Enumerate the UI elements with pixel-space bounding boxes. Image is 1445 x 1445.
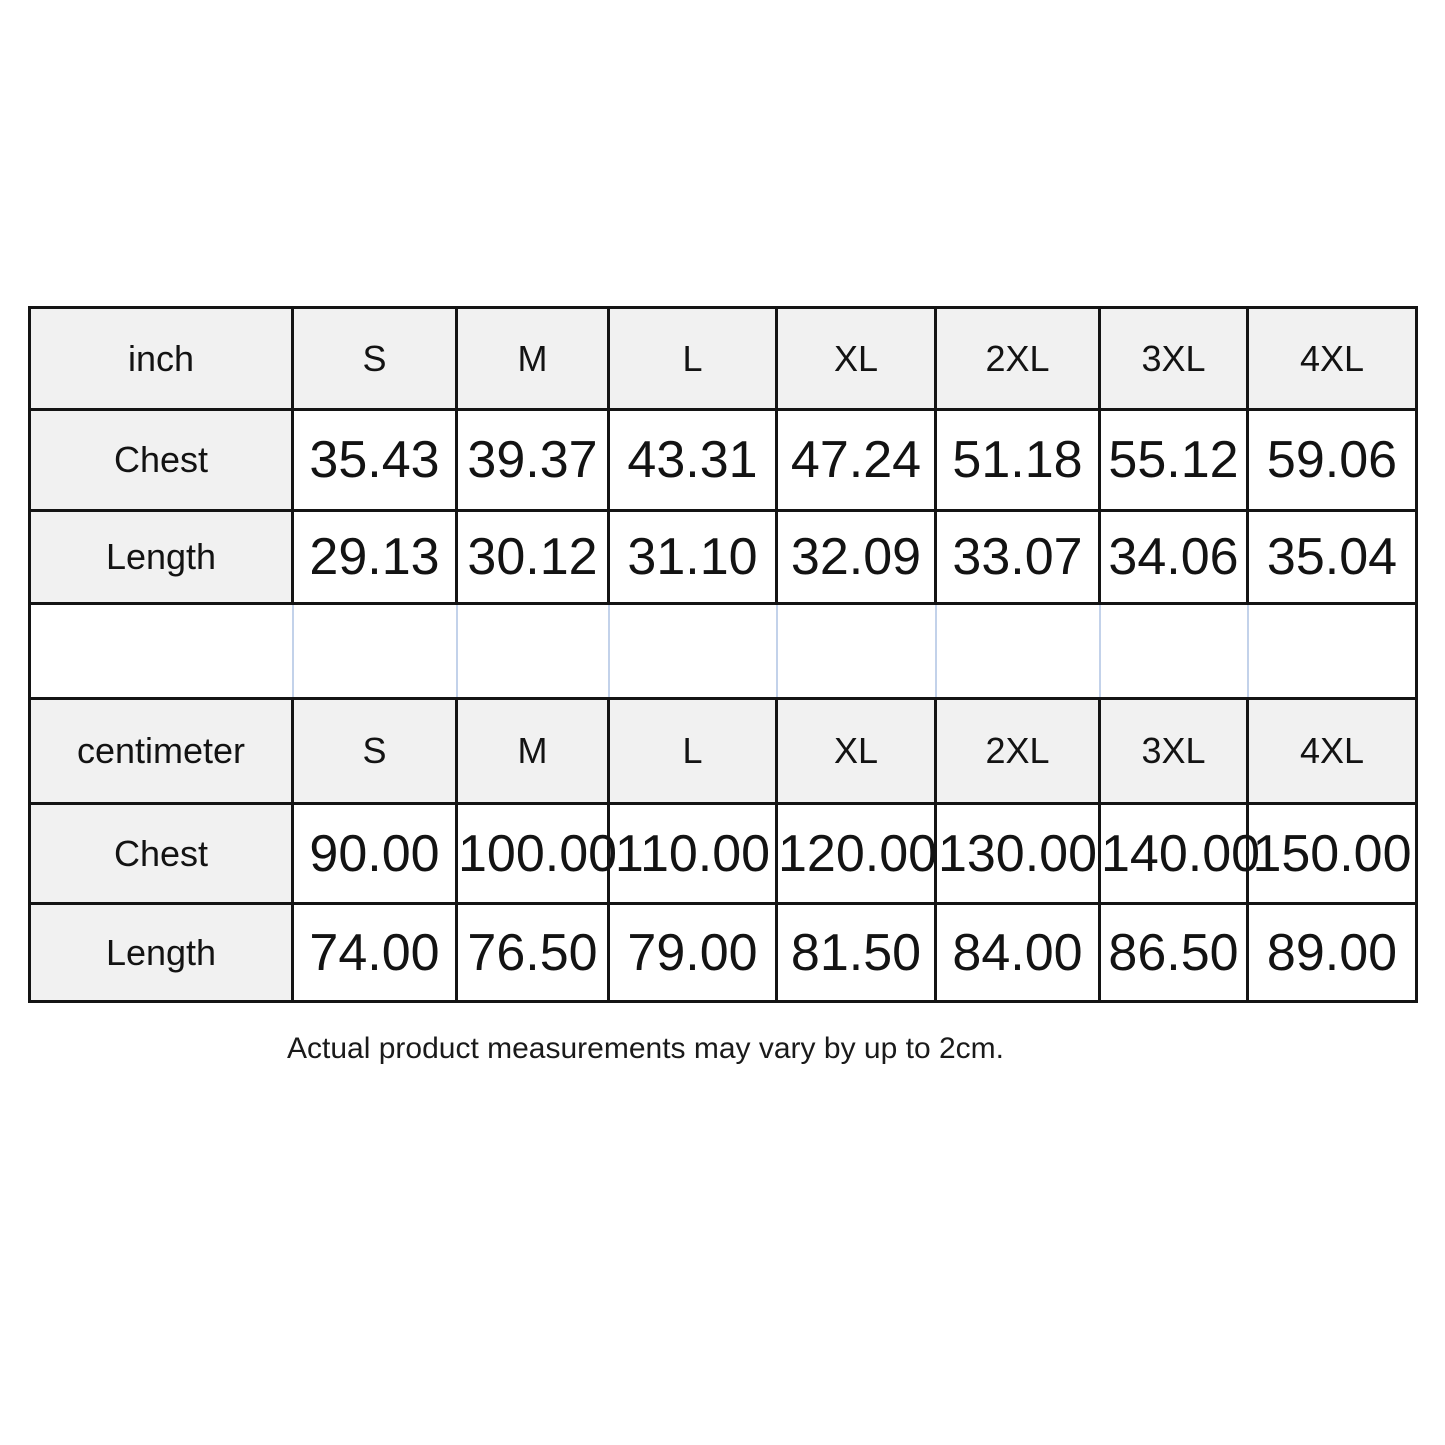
value-chest-inch-4xl: 59.06 — [1246, 408, 1418, 512]
value-chest-inch-3xl: 55.12 — [1098, 408, 1249, 512]
unit-label-inch: inch — [28, 306, 294, 411]
size-header-l: L — [607, 697, 778, 805]
spacer-cell — [28, 602, 294, 700]
value-chest-inch-m: 39.37 — [455, 408, 610, 512]
value-chest-inch-xl: 47.24 — [775, 408, 937, 512]
value-chest-cm-4xl: 150.00 — [1246, 802, 1418, 905]
cm-length-row: Length 74.00 76.50 79.00 81.50 84.00 86.… — [28, 902, 1418, 1003]
size-header-l: L — [607, 306, 778, 411]
size-header-s: S — [291, 697, 458, 805]
spacer-row — [28, 602, 1418, 700]
value-chest-cm-s: 90.00 — [291, 802, 458, 905]
value-length-inch-l: 31.10 — [607, 509, 778, 605]
size-header-xl: XL — [775, 697, 937, 805]
value-chest-cm-3xl: 140.00 — [1098, 802, 1260, 905]
value-chest-cm-2xl: 130.00 — [934, 802, 1101, 905]
size-header-3xl: 3XL — [1098, 306, 1249, 411]
row-label-chest-inch: Chest — [28, 408, 294, 512]
size-chart-table: inch S M L XL 2XL 3XL 4XL Chest 35.43 39… — [28, 306, 1418, 1003]
spacer-cell — [607, 602, 778, 700]
measurement-note: Actual product measurements may vary by … — [287, 1032, 1004, 1065]
size-header-m: M — [455, 697, 610, 805]
size-header-3xl: 3XL — [1098, 697, 1249, 805]
size-header-m: M — [455, 306, 610, 411]
value-chest-cm-xl: 120.00 — [775, 802, 937, 905]
spacer-cell — [1098, 602, 1249, 700]
size-header-s: S — [291, 306, 458, 411]
value-length-cm-3xl: 86.50 — [1098, 902, 1249, 1003]
value-length-inch-m: 30.12 — [455, 509, 610, 605]
value-chest-inch-2xl: 51.18 — [934, 408, 1101, 512]
row-label-chest-cm: Chest — [28, 802, 294, 905]
value-length-inch-xl: 32.09 — [775, 509, 937, 605]
value-chest-inch-s: 35.43 — [291, 408, 458, 512]
size-header-2xl: 2XL — [934, 306, 1101, 411]
value-length-inch-2xl: 33.07 — [934, 509, 1101, 605]
spacer-cell — [1246, 602, 1418, 700]
spacer-cell — [775, 602, 937, 700]
spacer-cell — [455, 602, 610, 700]
inch-header-row: inch S M L XL 2XL 3XL 4XL — [28, 306, 1418, 411]
row-label-length-cm: Length — [28, 902, 294, 1003]
unit-label-centimeter: centimeter — [28, 697, 294, 805]
row-label-length-inch: Length — [28, 509, 294, 605]
inch-length-row: Length 29.13 30.12 31.10 32.09 33.07 34.… — [28, 509, 1418, 605]
size-header-xl: XL — [775, 306, 937, 411]
value-chest-cm-l: 110.00 — [607, 802, 778, 905]
size-header-4xl: 4XL — [1246, 306, 1418, 411]
value-length-cm-l: 79.00 — [607, 902, 778, 1003]
value-length-inch-4xl: 35.04 — [1246, 509, 1418, 605]
value-length-inch-3xl: 34.06 — [1098, 509, 1249, 605]
size-header-2xl: 2XL — [934, 697, 1101, 805]
value-length-cm-4xl: 89.00 — [1246, 902, 1418, 1003]
inch-chest-row: Chest 35.43 39.37 43.31 47.24 51.18 55.1… — [28, 408, 1418, 512]
value-chest-cm-m: 100.00 — [455, 802, 617, 905]
value-length-cm-2xl: 84.00 — [934, 902, 1101, 1003]
value-length-cm-m: 76.50 — [455, 902, 610, 1003]
value-length-inch-s: 29.13 — [291, 509, 458, 605]
cm-header-row: centimeter S M L XL 2XL 3XL 4XL — [28, 697, 1418, 805]
cm-chest-row: Chest 90.00 100.00 110.00 120.00 130.00 … — [28, 802, 1418, 905]
size-header-4xl: 4XL — [1246, 697, 1418, 805]
value-length-cm-xl: 81.50 — [775, 902, 937, 1003]
spacer-cell — [934, 602, 1101, 700]
spacer-cell — [291, 602, 458, 700]
value-length-cm-s: 74.00 — [291, 902, 458, 1003]
value-chest-inch-l: 43.31 — [607, 408, 778, 512]
